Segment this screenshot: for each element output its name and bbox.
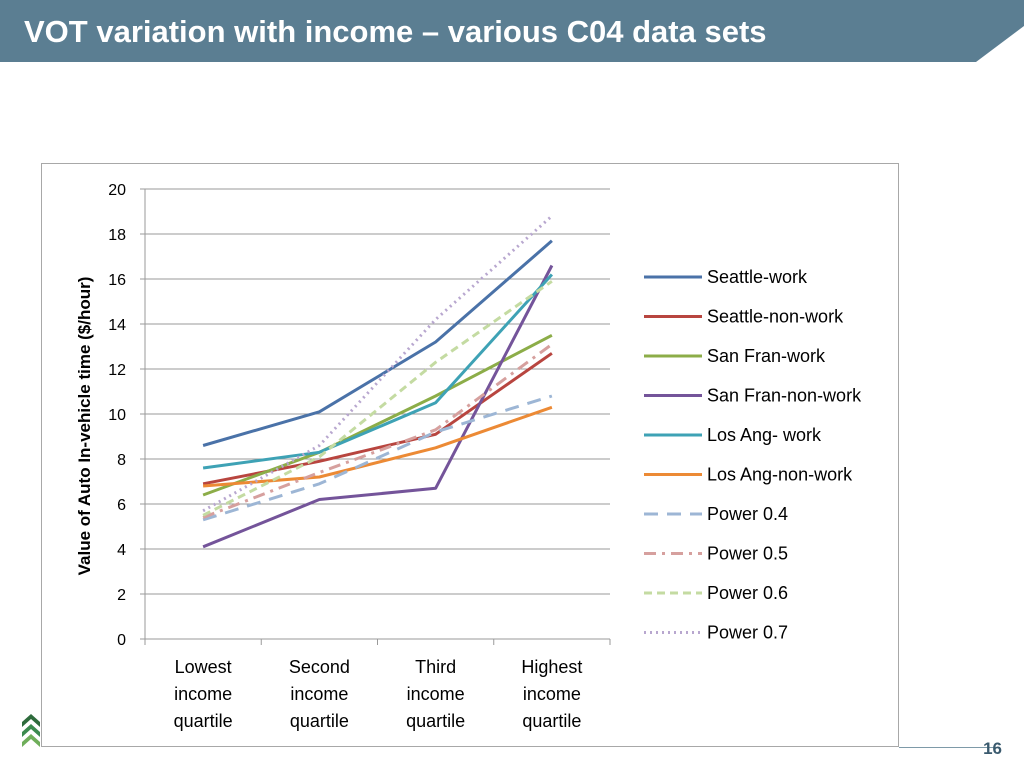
x-category-label-line: quartile (406, 711, 465, 731)
legend: Seattle-work Seattle-non-work San Fran-wor… (644, 267, 862, 643)
title-bar-shape (0, 0, 1024, 62)
legend-item: Seattle-non-work (644, 307, 844, 327)
series-line (202, 352, 553, 486)
y-tick-label: 4 (117, 542, 126, 559)
x-category-label-line: income (407, 684, 465, 704)
y-tick-label: 2 (117, 587, 126, 604)
x-category-label-line: Highest (521, 657, 582, 677)
series-line (202, 405, 553, 488)
series-lines (202, 214, 554, 549)
gridlines (140, 188, 611, 645)
y-tick-labels: 0 2 4 6 8 10 12 14 16 18 20 (108, 182, 126, 649)
x-category-label: Second income quartile (289, 657, 350, 731)
y-tick-label: 12 (108, 362, 126, 379)
legend-label: San Fran-non-work (707, 386, 862, 406)
x-category-label-line: Third (415, 657, 456, 677)
title-bar: VOT variation with income – various C04 … (0, 0, 1024, 62)
footer-divider (899, 747, 999, 748)
series-line (202, 264, 554, 549)
legend-item: Power 0.7 (644, 623, 788, 643)
legend-label: Power 0.5 (707, 544, 788, 564)
legend-item: Power 0.4 (644, 504, 788, 524)
legend-label: Los Ang-non-work (707, 465, 853, 485)
legend-label: Los Ang- work (707, 425, 822, 445)
x-category-label-line: income (523, 684, 581, 704)
x-category-labels: Lowest income quartile Second income quartile… (174, 657, 583, 731)
x-category-label-line: income (290, 684, 348, 704)
x-category-label-line: quartile (174, 711, 233, 731)
series-line (202, 239, 553, 447)
x-category-label-line: quartile (290, 711, 349, 731)
series-line (202, 214, 553, 513)
company-logo (22, 712, 40, 752)
series-line (202, 343, 553, 519)
x-category-label-line: quartile (522, 711, 581, 731)
y-tick-label: 18 (108, 227, 126, 244)
x-category-label: Highest income quartile (521, 657, 582, 731)
slide-title: VOT variation with income – various C04 … (24, 14, 767, 49)
series-line (202, 280, 553, 517)
y-tick-label: 8 (117, 452, 126, 469)
legend-item: Power 0.5 (644, 544, 788, 564)
legend-label: Power 0.6 (707, 583, 788, 603)
legend-label: Power 0.4 (707, 504, 788, 524)
legend-item: Seattle-work (644, 267, 808, 287)
x-category-label: Lowest income quartile (174, 657, 233, 731)
legend-item: San Fran-non-work (644, 386, 862, 406)
legend-label: Seattle-work (707, 267, 808, 287)
y-tick-label: 20 (108, 182, 126, 199)
y-tick-label: 16 (108, 272, 126, 289)
legend-label: San Fran-work (707, 346, 826, 366)
chevron-logo-icon (22, 714, 40, 747)
page-number: 16 (983, 739, 1002, 758)
x-category-label-line: income (174, 684, 232, 704)
series-line (202, 394, 553, 522)
x-category-label-line: Second (289, 657, 350, 677)
y-tick-label: 10 (108, 407, 126, 424)
legend-label: Seattle-non-work (707, 307, 844, 327)
y-tick-label: 14 (108, 317, 126, 334)
legend-item: San Fran-work (644, 346, 826, 366)
legend-label: Power 0.7 (707, 623, 788, 643)
y-tick-label: 6 (117, 497, 126, 514)
y-axis-label: Value of Auto In-vehicle time ($/hour) (75, 277, 94, 576)
x-category-label-line: Lowest (175, 657, 232, 677)
series-line (202, 333, 553, 497)
legend-item: Los Ang- work (644, 425, 822, 445)
legend-item: Los Ang-non-work (644, 465, 853, 485)
legend-item: Power 0.6 (644, 583, 788, 603)
chart-frame: 0 2 4 6 8 10 12 14 16 18 20 Lowest income quartile Se… (41, 163, 899, 747)
x-category-label: Third income quartile (406, 657, 465, 731)
series-line (202, 273, 554, 470)
y-tick-label: 0 (117, 632, 126, 649)
